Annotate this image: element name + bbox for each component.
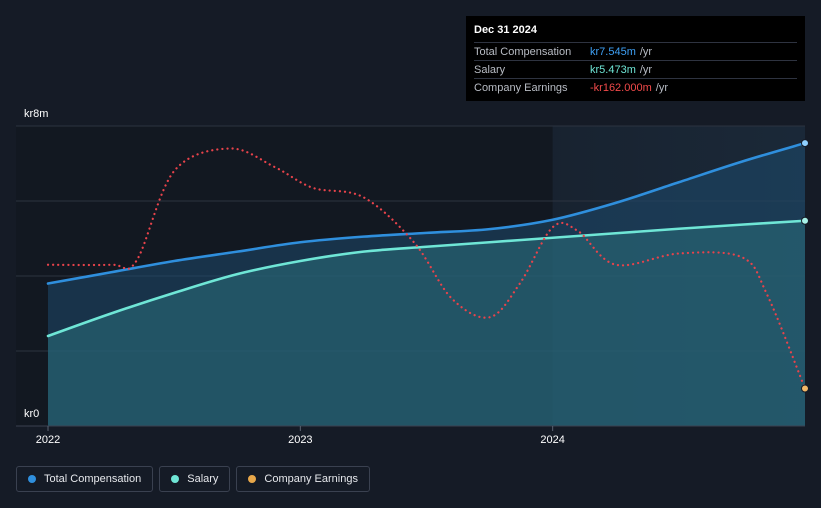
legend-label: Company Earnings [264, 473, 358, 485]
y-axis-bottom-label: kr0 [24, 408, 40, 420]
legend-dot-icon [248, 475, 257, 483]
series-end-point [801, 384, 809, 393]
tooltip: Dec 31 2024 Total Compensation kr7.545m … [466, 16, 805, 101]
series-line-total-compensation [46, 141, 807, 285]
tooltip-unit: /yr [655, 81, 668, 94]
legend-item-total-compensation[interactable]: Total Compensation [16, 466, 154, 492]
tooltip-label: Company Earnings [474, 81, 568, 94]
series-area-salary [48, 220, 805, 426]
legend-item-company-earnings[interactable]: Company Earnings [236, 466, 370, 492]
tooltip-label: Total Compensation [474, 45, 572, 58]
tooltip-unit: /yr [639, 63, 653, 76]
tooltip-value: kr5.473m [590, 63, 636, 76]
legend-dot-icon [28, 475, 36, 483]
y-axis-top-label: kr8m [24, 108, 49, 120]
tooltip-date: Dec 31 2024 [474, 24, 537, 36]
series-end-point [801, 139, 809, 148]
tooltip-unit: /yr [639, 45, 653, 58]
legend: Total Compensation Salary Company Earnin… [16, 466, 370, 492]
tooltip-row-salary: Salary kr5.473m /yr [474, 60, 797, 78]
x-tick-label: 2024 [540, 434, 564, 446]
tooltip-row-company-earnings: Company Earnings -kr162.000m /yr [474, 78, 797, 96]
x-tick-label: 2022 [36, 434, 60, 446]
legend-label: Total Compensation [44, 473, 142, 485]
series-end-point [801, 216, 809, 225]
legend-item-salary[interactable]: Salary [159, 466, 231, 492]
legend-label: Salary [187, 473, 219, 485]
series-line-salary [46, 219, 807, 338]
legend-dot-icon [171, 475, 180, 483]
tooltip-value: -kr162.000m [590, 81, 652, 94]
tooltip-label: Salary [474, 63, 506, 76]
tooltip-value: kr7.545m [590, 45, 636, 58]
tooltip-row-total-compensation: Total Compensation kr7.545m /yr [474, 42, 797, 60]
x-tick-label: 2023 [288, 434, 312, 446]
